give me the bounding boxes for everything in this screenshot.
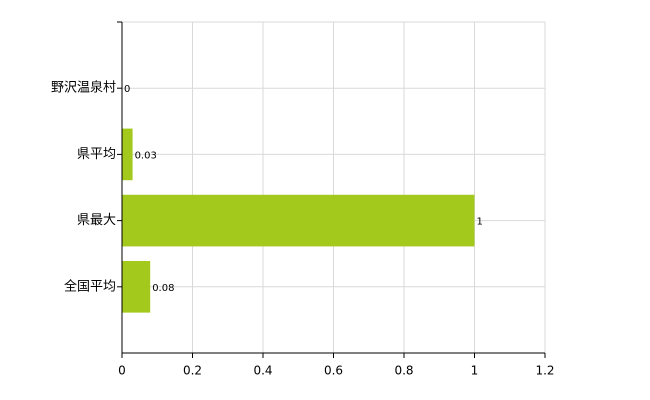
x-tick-label: 0.4 bbox=[253, 364, 272, 378]
x-tick-label: 1.2 bbox=[535, 364, 554, 378]
y-tick-label: 県最大 bbox=[77, 213, 116, 228]
value-label: 0.08 bbox=[152, 283, 174, 294]
x-tick-label: 0.8 bbox=[394, 364, 413, 378]
y-tick-label: 野沢温泉村 bbox=[51, 80, 116, 96]
value-label: 0.03 bbox=[135, 150, 157, 161]
bar bbox=[122, 128, 133, 181]
bar bbox=[122, 260, 151, 313]
x-tick-label: 0 bbox=[118, 364, 126, 378]
y-tick-label: 全国平均 bbox=[64, 278, 116, 294]
x-tick-label: 0.6 bbox=[324, 364, 343, 378]
bar bbox=[122, 194, 475, 247]
x-tick-label: 0.2 bbox=[183, 364, 202, 378]
value-label: 0 bbox=[124, 84, 130, 95]
y-tick-label: 県平均 bbox=[77, 147, 116, 162]
x-tick-label: 1 bbox=[471, 364, 479, 378]
value-label: 1 bbox=[477, 217, 483, 228]
